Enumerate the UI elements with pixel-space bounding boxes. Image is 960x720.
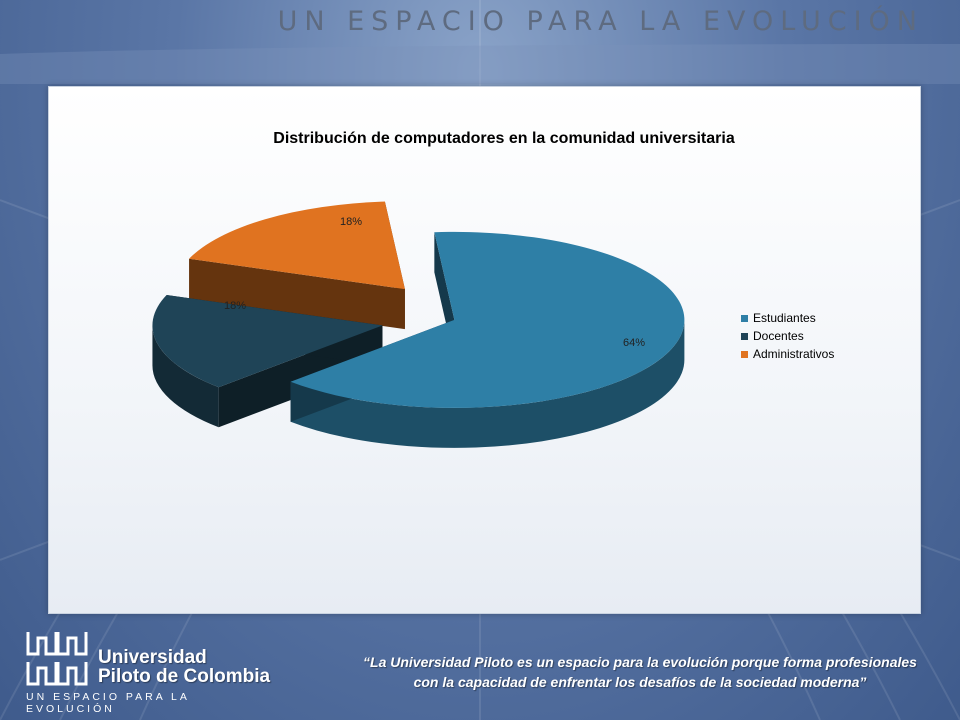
university-name-line2: Piloto de Colombia bbox=[98, 666, 271, 687]
logo-mark-icon bbox=[26, 632, 88, 686]
pie-slice-estudiantes bbox=[290, 231, 685, 448]
legend-label-docentes: Docentes bbox=[753, 329, 804, 343]
data-label-estudiantes: 64% bbox=[623, 337, 645, 349]
university-name: Universidad Piloto de Colombia bbox=[98, 648, 298, 686]
legend-item-administrativos: Administrativos bbox=[741, 345, 834, 363]
header-slogan: UN ESPACIO PARA LA EVOLUCIÓN bbox=[277, 6, 924, 37]
header-bar bbox=[0, 44, 960, 84]
legend-swatch-estudiantes bbox=[741, 314, 748, 322]
legend-swatch-docentes bbox=[741, 332, 748, 340]
pie-slice-administrativos bbox=[189, 201, 405, 330]
legend-item-estudiantes: Estudiantes bbox=[741, 309, 834, 327]
legend-label-administrativos: Administrativos bbox=[753, 347, 835, 361]
legend-swatch-administrativos bbox=[741, 350, 748, 358]
chart-title: Distribución de computadores en la comun… bbox=[273, 130, 735, 147]
legend: Estudiantes Docentes Administrativos bbox=[741, 309, 834, 363]
pie-slice-docentes bbox=[152, 295, 383, 428]
university-tagline: UN ESPACIO PARA LA EVOLUCIÓN bbox=[26, 691, 190, 715]
legend-label-estudiantes: Estudiantes bbox=[753, 311, 816, 325]
university-name-line1: Universidad bbox=[98, 647, 207, 668]
data-label-docentes: 18% bbox=[224, 300, 246, 312]
data-label-administrativos: 18% bbox=[340, 216, 362, 228]
footer-quote: “La Universidad Piloto es un espacio par… bbox=[363, 654, 917, 690]
legend-item-docentes: Docentes bbox=[741, 327, 834, 345]
